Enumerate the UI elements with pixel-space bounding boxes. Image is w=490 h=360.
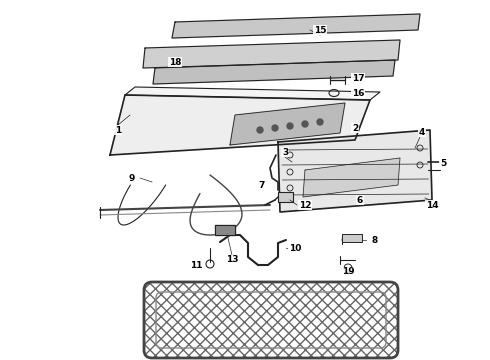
Polygon shape bbox=[125, 87, 380, 100]
Text: 12: 12 bbox=[299, 201, 311, 210]
Text: 2: 2 bbox=[352, 123, 358, 132]
Bar bbox=[278, 192, 293, 202]
Polygon shape bbox=[215, 225, 235, 235]
Circle shape bbox=[302, 121, 308, 127]
Circle shape bbox=[287, 123, 293, 129]
Text: 9: 9 bbox=[129, 174, 135, 183]
Text: 19: 19 bbox=[342, 267, 354, 276]
Text: 18: 18 bbox=[169, 58, 181, 67]
Polygon shape bbox=[172, 14, 420, 38]
Text: 7: 7 bbox=[259, 180, 265, 189]
Text: 17: 17 bbox=[352, 73, 364, 82]
Text: 8: 8 bbox=[372, 235, 378, 244]
Text: 3: 3 bbox=[282, 148, 288, 157]
Text: 4: 4 bbox=[419, 127, 425, 136]
Circle shape bbox=[272, 125, 278, 131]
Polygon shape bbox=[110, 95, 370, 155]
Circle shape bbox=[257, 127, 263, 133]
Text: 11: 11 bbox=[190, 261, 202, 270]
Text: 6: 6 bbox=[357, 195, 363, 204]
Text: 15: 15 bbox=[314, 26, 326, 35]
Text: 13: 13 bbox=[226, 256, 238, 265]
Polygon shape bbox=[230, 103, 345, 145]
Text: 14: 14 bbox=[426, 201, 439, 210]
Text: 10: 10 bbox=[289, 243, 301, 252]
Bar bbox=[342, 234, 362, 242]
Circle shape bbox=[317, 119, 323, 125]
Polygon shape bbox=[143, 40, 400, 68]
Polygon shape bbox=[303, 158, 400, 197]
Polygon shape bbox=[153, 60, 395, 84]
Text: 16: 16 bbox=[352, 89, 364, 98]
Text: 5: 5 bbox=[440, 158, 446, 167]
Polygon shape bbox=[278, 130, 432, 212]
Text: 1: 1 bbox=[115, 126, 121, 135]
